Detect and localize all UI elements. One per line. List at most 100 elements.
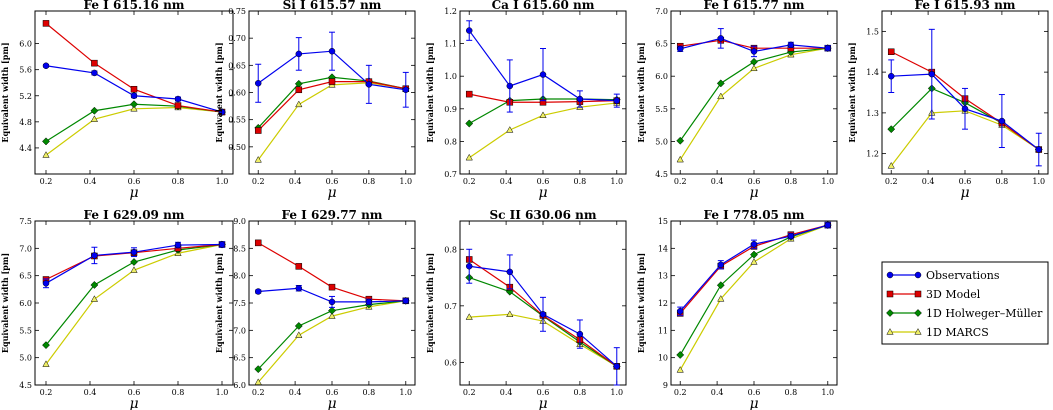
y-tick-label: 6.5 — [19, 272, 32, 281]
y-tick-label: 10 — [658, 354, 668, 363]
y-tick-label: 0.60 — [228, 89, 246, 98]
data-point — [90, 115, 99, 122]
data-point — [613, 97, 621, 104]
series-obs — [887, 28, 1043, 167]
x-tick-label: 0.6 — [128, 388, 141, 397]
chart-panel: Fe I 778.05 nm 0.2 0.4 0.6 0.8 1.0 9 10 11 12 13 14… — [636, 208, 838, 410]
chart-panel: Fe I 615.16 nm 0.2 0.4 0.6 0.8 1.0 4.4 4.8 5.2 5.… — [0, 0, 234, 201]
chart-panel: Sc II 630.06 nm 0.2 0.4 0.6 0.8 1.0 0.6 0.7 0.8 μ… — [425, 208, 627, 410]
y-tick-label: 1.3 — [866, 109, 879, 118]
data-point — [365, 298, 373, 306]
data-point — [174, 102, 182, 109]
chart-title: Si I 615.57 nm — [283, 0, 382, 12]
data-point — [130, 258, 138, 266]
data-point — [254, 288, 262, 295]
y-axis-label: Equivalent width [pm] — [636, 42, 646, 142]
x-tick-label: 0.6 — [959, 177, 972, 186]
data-point — [576, 95, 584, 103]
data-point — [328, 78, 336, 85]
data-point — [328, 283, 336, 291]
y-axis-label: Equivalent width [pm] — [214, 253, 224, 353]
legend-item: Observations — [886, 269, 1000, 282]
data-point — [787, 232, 795, 240]
data-point — [750, 258, 758, 265]
data-point — [294, 322, 303, 330]
data-point — [130, 100, 138, 109]
legend-label: 1D Holweger–Müller — [926, 307, 1043, 320]
x-tick-label: 0.8 — [785, 388, 798, 397]
series-marcs — [465, 99, 621, 161]
data-point — [295, 284, 303, 292]
chart-panel: Si I 615.57 nm 0.2 0.4 0.6 0.8 1.0 0.50 0.55 0.6… — [214, 0, 416, 201]
x-tick-label: 0.6 — [326, 177, 339, 186]
data-point — [295, 50, 303, 58]
y-tick-label: 5.5 — [655, 105, 668, 114]
data-point — [961, 105, 969, 113]
x-tick-label: 1.0 — [821, 388, 834, 397]
chart-title: Fe I 615.93 nm — [915, 0, 1016, 12]
data-point — [576, 330, 584, 338]
data-point — [91, 59, 98, 67]
x-tick-label: 0.2 — [252, 388, 265, 397]
data-point — [130, 92, 138, 100]
series-line — [257, 81, 406, 131]
y-tick-label: 8.0 — [233, 272, 246, 281]
chart-panel: Fe I 615.77 nm 0.2 0.4 0.6 0.8 1.0 4.5 5.0 5.5 6.… — [636, 0, 838, 201]
data-point — [717, 261, 725, 268]
series-model3d — [676, 221, 832, 317]
data-point — [928, 70, 936, 78]
y-tick-label: 13 — [658, 272, 668, 281]
data-point — [539, 111, 547, 118]
x-tick-label: 0.2 — [463, 177, 476, 186]
y-tick-label: 6.0 — [655, 72, 668, 81]
data-point — [505, 287, 514, 296]
y-tick-label: 6.5 — [655, 40, 668, 49]
x-tick-label: 0.2 — [40, 177, 53, 186]
data-point — [717, 35, 725, 42]
y-tick-label: 0.6 — [444, 358, 457, 367]
data-point — [328, 298, 336, 306]
x-tick-label: 1.0 — [216, 388, 229, 397]
y-tick-label: 7.5 — [233, 299, 246, 308]
series-obs — [465, 20, 621, 113]
y-tick-label: 5.2 — [19, 92, 32, 101]
y-tick-label: 6.0 — [19, 40, 32, 49]
data-point — [676, 307, 684, 315]
x-tick-label: 0.2 — [674, 177, 687, 186]
legend-label: 1D MARCS — [926, 326, 989, 339]
data-point — [295, 263, 303, 270]
y-tick-label: 0.50 — [228, 143, 246, 152]
y-tick-label: 4.4 — [19, 144, 32, 153]
x-tick-label: 1.0 — [399, 388, 412, 397]
chart-title: Fe I 778.05 nm — [704, 208, 805, 222]
y-tick-label: 1.0 — [444, 72, 457, 81]
data-point — [465, 313, 473, 320]
x-tick-label: 0.8 — [363, 388, 376, 397]
data-point — [91, 69, 98, 77]
x-tick-label: 1.0 — [216, 177, 229, 186]
plot-frame — [34, 10, 234, 175]
series-model3d — [254, 239, 410, 305]
data-point — [717, 92, 725, 100]
x-tick-label: 0.4 — [500, 388, 513, 397]
data-point — [218, 241, 226, 248]
chart-panel: Fe I 629.77 nm 0.2 0.4 0.6 0.8 1.0 6.0 6.5 7.0 7.… — [214, 208, 416, 410]
x-tick-label: 1.0 — [821, 177, 834, 186]
data-point — [254, 155, 262, 163]
x-tick-label: 1.0 — [610, 388, 623, 397]
legend: Observations 3D Model 1D Holweger–Müller 1D… — [881, 261, 1049, 345]
y-tick-label: 0.8 — [444, 245, 457, 254]
x-tick-label: 0.4 — [500, 177, 513, 186]
x-tick-label: 0.6 — [748, 388, 761, 397]
data-point — [90, 106, 99, 115]
y-axis-label: Equivalent width [pm] — [214, 42, 224, 142]
data-point — [539, 71, 547, 78]
y-tick-label: 6.0 — [19, 299, 32, 308]
y-tick-label: 0.7 — [444, 170, 457, 179]
legend-marker — [886, 328, 894, 335]
y-tick-label: 15 — [658, 217, 668, 226]
y-tick-label: 5.6 — [19, 66, 32, 75]
y-tick-label: 6.5 — [233, 354, 246, 363]
y-axis-label: Equivalent width [pm] — [0, 253, 10, 353]
plot-frame — [670, 10, 838, 175]
